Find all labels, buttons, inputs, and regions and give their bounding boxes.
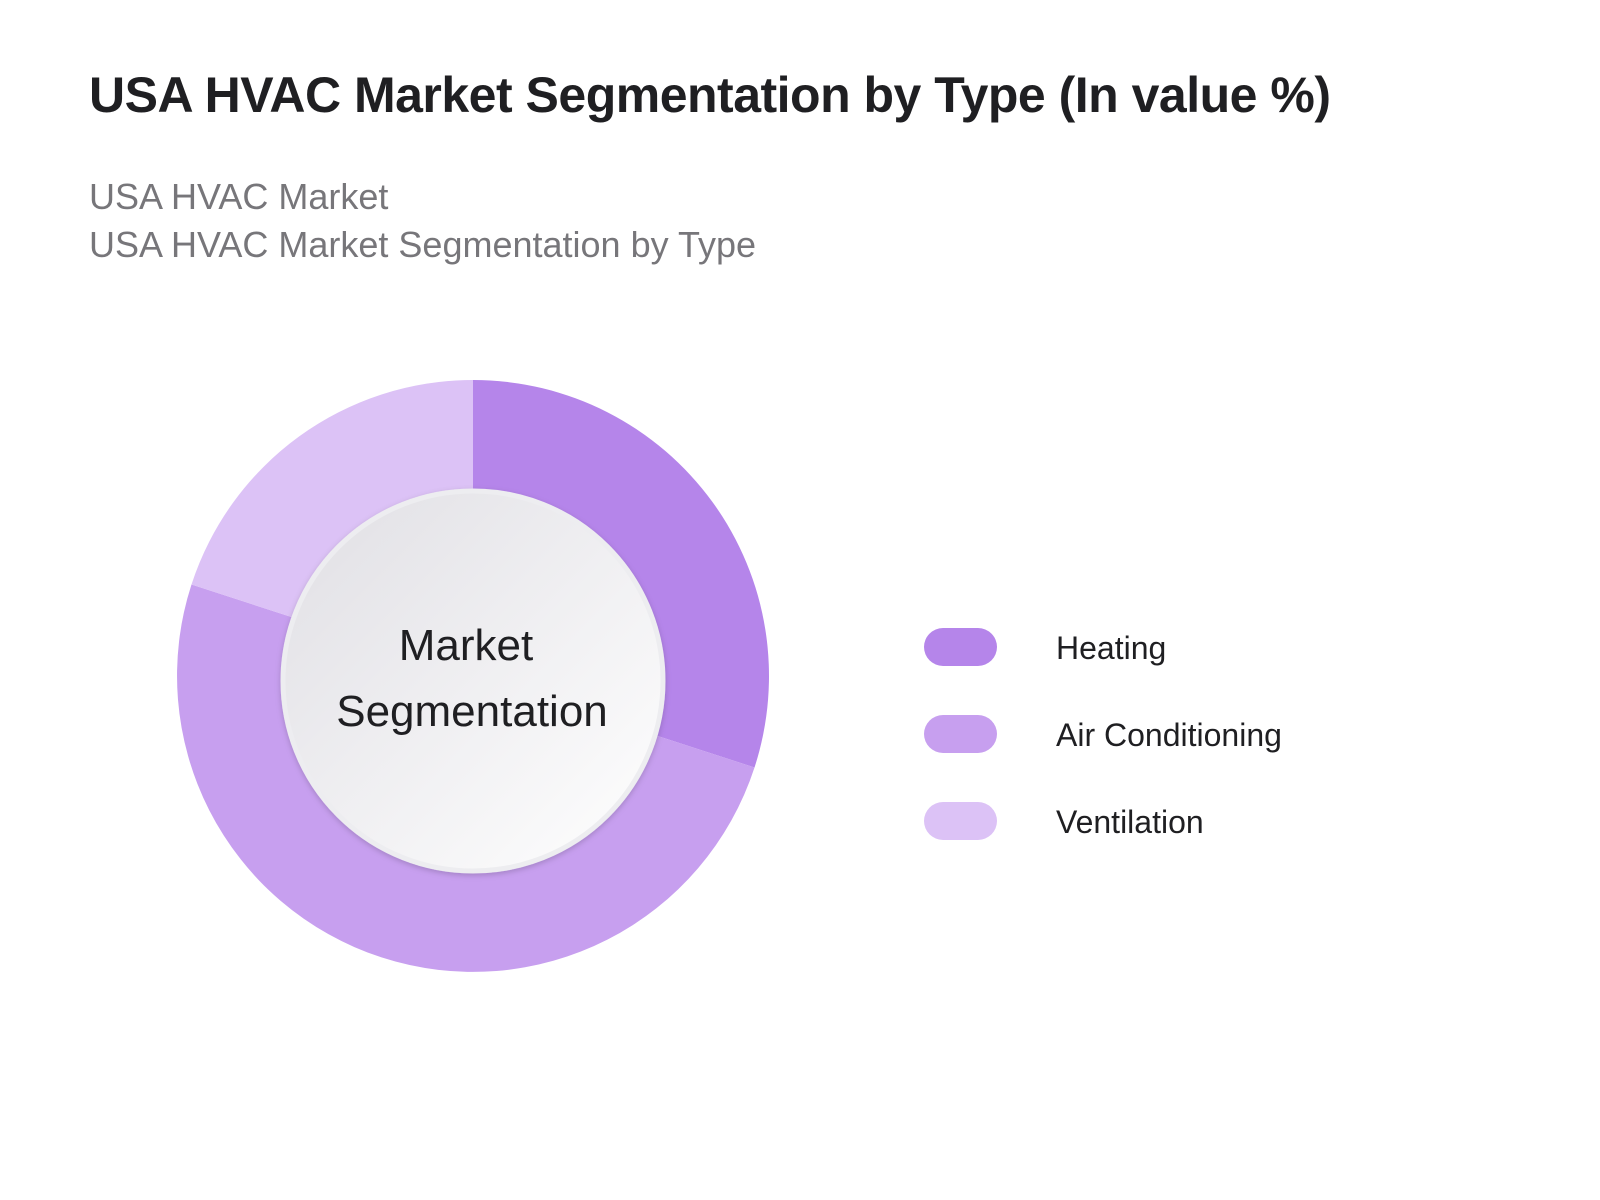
legend-swatch-ventilation bbox=[924, 802, 997, 840]
legend-label-heating: Heating bbox=[1056, 630, 1167, 666]
donut-center-label-line2: Segmentation bbox=[336, 687, 608, 736]
donut-slice-ventilation bbox=[191, 380, 473, 621]
legend-label-air-conditioning: Air Conditioning bbox=[1056, 717, 1282, 753]
chart-subtitle-line2: USA HVAC Market Segmentation by Type bbox=[89, 224, 756, 265]
legend-label-ventilation: Ventilation bbox=[1056, 804, 1204, 840]
donut-slice-air-conditioning bbox=[177, 584, 755, 972]
legend-swatch-air-conditioning bbox=[924, 715, 997, 753]
donut-center-disc bbox=[280, 488, 666, 874]
legend-swatch-heating bbox=[924, 628, 997, 666]
chart-subtitle-line1: USA HVAC Market bbox=[89, 176, 389, 217]
chart-title: USA HVAC Market Segmentation by Type (In… bbox=[89, 67, 1331, 123]
donut-chart: Market Segmentation bbox=[177, 380, 769, 972]
donut-center-label-line1: Market bbox=[399, 621, 533, 670]
